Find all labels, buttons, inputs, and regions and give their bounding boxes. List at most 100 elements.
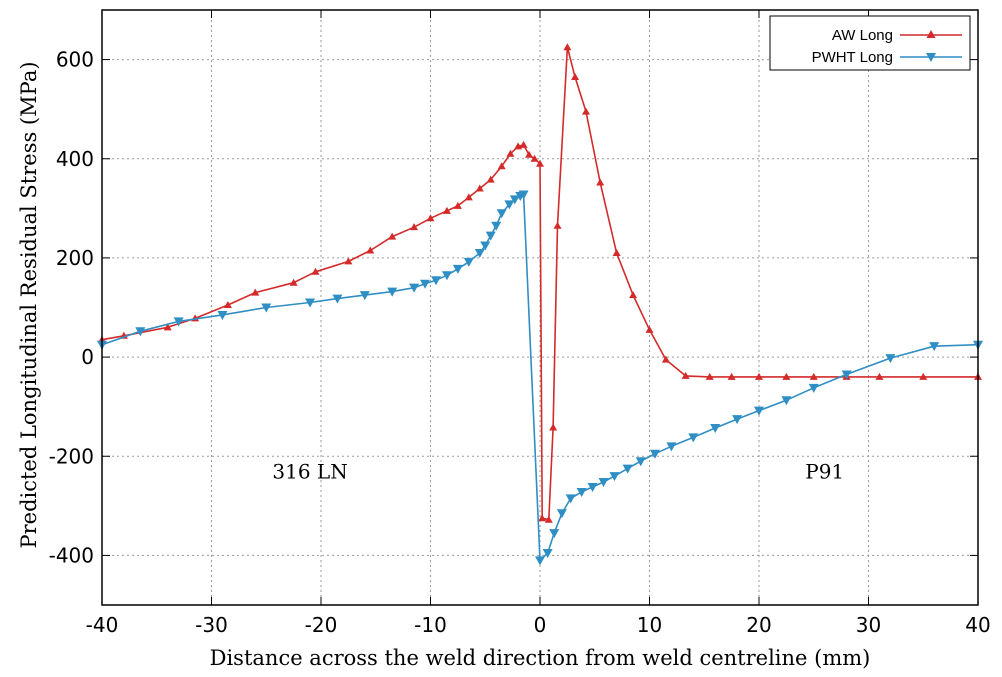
data-point-aw-long xyxy=(426,214,435,222)
x-tick-label: 0 xyxy=(534,613,547,637)
legend-marker-pwht-long xyxy=(926,53,936,62)
data-point-pwht-long xyxy=(496,209,507,219)
data-point-aw-long xyxy=(782,372,791,380)
x-tick-label: 10 xyxy=(637,613,662,637)
series-line-aw-long xyxy=(101,46,978,521)
data-point-pwht-long xyxy=(441,271,452,281)
data-point-pwht-long xyxy=(217,310,228,320)
data-point-pwht-long xyxy=(509,195,520,205)
data-point-pwht-long xyxy=(549,529,560,539)
data-point-pwht-long xyxy=(135,327,146,337)
data-point-aw-long xyxy=(661,355,670,363)
data-point-aw-long xyxy=(366,246,375,254)
data-point-pwht-long xyxy=(452,264,463,274)
data-point-pwht-long xyxy=(666,442,677,452)
data-point-pwht-long xyxy=(556,509,567,519)
region-label: P91 xyxy=(805,460,844,484)
legend-marker-aw-long xyxy=(926,30,936,38)
data-point-aw-long xyxy=(519,140,528,148)
data-point-aw-long xyxy=(596,178,605,186)
data-point-aw-long xyxy=(544,515,553,523)
data-point-aw-long xyxy=(645,325,654,333)
y-axis-label: Predicted Longitudinal Residual Stress (… xyxy=(17,61,41,548)
data-point-pwht-long xyxy=(808,383,819,393)
ticks: -40 -30 -20 -10 0 10 20 30 40 -400 -200 0 200 400 600 xyxy=(49,10,991,637)
data-point-pwht-long xyxy=(622,464,633,474)
data-point-aw-long xyxy=(538,514,547,522)
data-point-pwht-long xyxy=(261,303,272,313)
data-point-pwht-long xyxy=(535,556,545,566)
data-point-aw-long xyxy=(410,223,419,231)
data-point-aw-long xyxy=(705,372,714,380)
data-point-aw-long xyxy=(581,107,590,115)
data-point-pwht-long xyxy=(480,241,491,251)
data-point-aw-long xyxy=(223,301,232,309)
data-point-pwht-long xyxy=(430,276,441,286)
series-layer xyxy=(97,43,983,566)
data-point-pwht-long xyxy=(542,548,553,558)
data-point-aw-long xyxy=(612,248,621,256)
data-point-aw-long xyxy=(809,372,818,380)
data-point-pwht-long xyxy=(474,248,485,258)
data-point-pwht-long xyxy=(518,190,529,200)
data-point-pwht-long xyxy=(420,279,431,289)
data-point-aw-long xyxy=(475,184,484,192)
y-tick-label: 600 xyxy=(56,48,94,72)
legend: AW Long PWHT Long xyxy=(769,15,971,71)
data-point-pwht-long xyxy=(885,354,896,364)
data-point-pwht-long xyxy=(688,433,699,443)
data-point-aw-long xyxy=(311,267,320,275)
y-tick-label: 400 xyxy=(56,147,94,171)
data-point-pwht-long xyxy=(732,415,743,425)
data-point-pwht-long xyxy=(504,200,515,210)
legend-label-pwht-long: PWHT Long xyxy=(812,49,893,66)
x-tick-label: -40 xyxy=(86,613,119,637)
data-point-aw-long xyxy=(681,371,690,379)
annotations: 316 LN P91 xyxy=(272,460,844,484)
x-tick-label: 30 xyxy=(856,613,881,637)
data-point-pwht-long xyxy=(485,231,496,241)
region-label: 316 LN xyxy=(272,460,347,484)
x-tick-label: -30 xyxy=(195,613,228,637)
data-point-pwht-long xyxy=(710,423,721,433)
data-point-aw-long xyxy=(727,372,736,380)
grid xyxy=(102,10,978,605)
data-point-pwht-long xyxy=(491,221,502,231)
data-point-aw-long xyxy=(875,372,884,380)
y-tick-label: -400 xyxy=(49,543,94,567)
x-tick-label: -20 xyxy=(305,613,338,637)
data-point-pwht-long xyxy=(305,298,316,308)
data-point-aw-long xyxy=(571,72,580,80)
x-axis-label: Distance across the weld direction from … xyxy=(210,646,871,670)
data-point-pwht-long xyxy=(463,257,474,267)
data-point-pwht-long xyxy=(587,482,598,492)
data-point-aw-long xyxy=(755,372,763,380)
data-point-aw-long xyxy=(388,232,397,240)
data-point-aw-long xyxy=(486,175,495,183)
data-point-aw-long xyxy=(629,291,638,299)
data-point-pwht-long xyxy=(841,370,852,380)
x-tick-label: 20 xyxy=(746,613,771,637)
data-point-aw-long xyxy=(464,193,473,201)
data-point-aw-long xyxy=(453,201,462,209)
data-point-aw-long xyxy=(251,288,260,296)
data-point-pwht-long xyxy=(609,472,620,482)
y-tick-label: 0 xyxy=(81,345,94,369)
data-point-pwht-long xyxy=(598,478,609,488)
data-point-aw-long xyxy=(530,154,539,162)
data-point-pwht-long xyxy=(332,294,343,304)
data-point-aw-long xyxy=(497,162,506,170)
legend-box xyxy=(769,15,971,71)
data-point-aw-long xyxy=(289,278,298,286)
data-point-aw-long xyxy=(344,257,353,265)
data-point-pwht-long xyxy=(409,283,420,293)
data-point-pwht-long xyxy=(649,449,660,459)
x-tick-label: 40 xyxy=(965,613,990,637)
data-point-aw-long xyxy=(442,206,451,214)
data-point-aw-long xyxy=(163,323,172,331)
y-tick-label: 200 xyxy=(56,246,94,270)
data-point-aw-long xyxy=(506,149,515,157)
data-point-pwht-long xyxy=(359,291,370,301)
